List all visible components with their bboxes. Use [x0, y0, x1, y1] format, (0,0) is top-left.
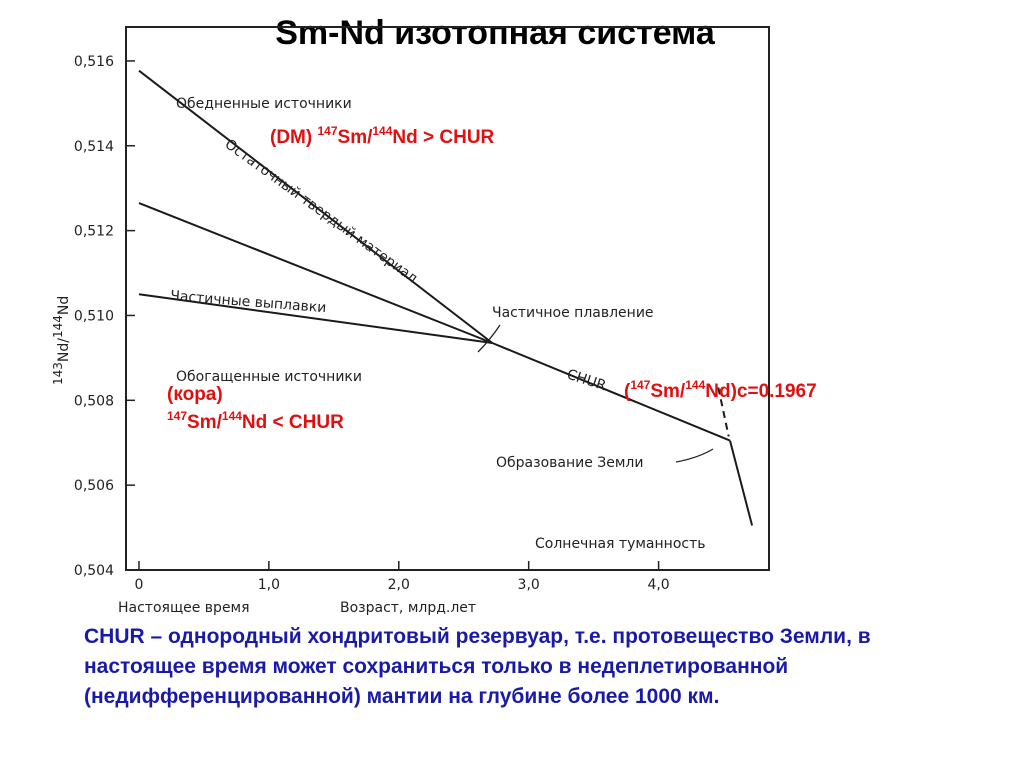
x-tick-label: 1,0 [258, 577, 280, 593]
label-dm: (DM) 147Sm/144Nd > CHUR [270, 124, 495, 148]
sm-nd-chart: 0,504 0,506 0,508 0,510 0,512 0,514 0,516 0 1,0 2… [51, 26, 817, 616]
x-label-present: Настоящее время [118, 600, 250, 616]
y-tick-label: 0,506 [74, 478, 114, 494]
annotation-solar-nebula: Солнечная туманность [535, 536, 706, 552]
annotation-depleted: Обедненные источники [176, 96, 352, 112]
y-tick-label: 0,516 [74, 54, 114, 70]
label-ratio: (147Sm/144Nd)c=0.1967 [624, 378, 817, 402]
series-line-CHUR [491, 342, 731, 442]
annotation-residual: Остаточный твердый материал [222, 136, 421, 286]
chur-definition-note: CHUR – однородный хондритовый резервуар,… [84, 625, 871, 708]
label-crust: 147Sm/144Nd < CHUR [167, 409, 344, 433]
annotation-chur: CHUR [565, 367, 609, 395]
pointer-partial-melting [477, 324, 501, 353]
y-tick-label: 0,504 [74, 563, 114, 579]
series-line-boundary [717, 387, 730, 437]
series-line-partial [138, 202, 493, 344]
y-tick-label: 0,508 [74, 393, 114, 409]
series-line-melts [138, 293, 493, 344]
x-tick-label: 3,0 [518, 577, 540, 593]
y-tick-label: 0,514 [74, 139, 114, 155]
y-tick-label: 0,510 [74, 308, 114, 324]
x-axis-title: Возраст, млрд.лет [340, 600, 476, 616]
annotation-enriched: Обогащенные источники [176, 369, 362, 385]
x-tick-label: 4,0 [647, 577, 669, 593]
y-tick-label: 0,512 [74, 224, 114, 240]
x-tick-label: 0 [135, 577, 144, 593]
y-axis-title: 143Nd/144Nd [51, 296, 72, 385]
pointer-earth-formation [675, 448, 714, 463]
label-crust-line1: (кора) [167, 384, 223, 405]
plot-frame [125, 26, 770, 571]
x-tick-label: 2,0 [388, 577, 410, 593]
annotation-partial-melts: Частичные выплавки [170, 288, 327, 316]
slide-title: Sm-Nd изотопная система [275, 14, 715, 52]
annotation-earth-formation: Образование Земли [496, 455, 643, 471]
series-line-nebula [729, 440, 754, 526]
series-line-DM [138, 69, 493, 344]
annotation-partial-melting: Частичное плавление [492, 305, 654, 321]
